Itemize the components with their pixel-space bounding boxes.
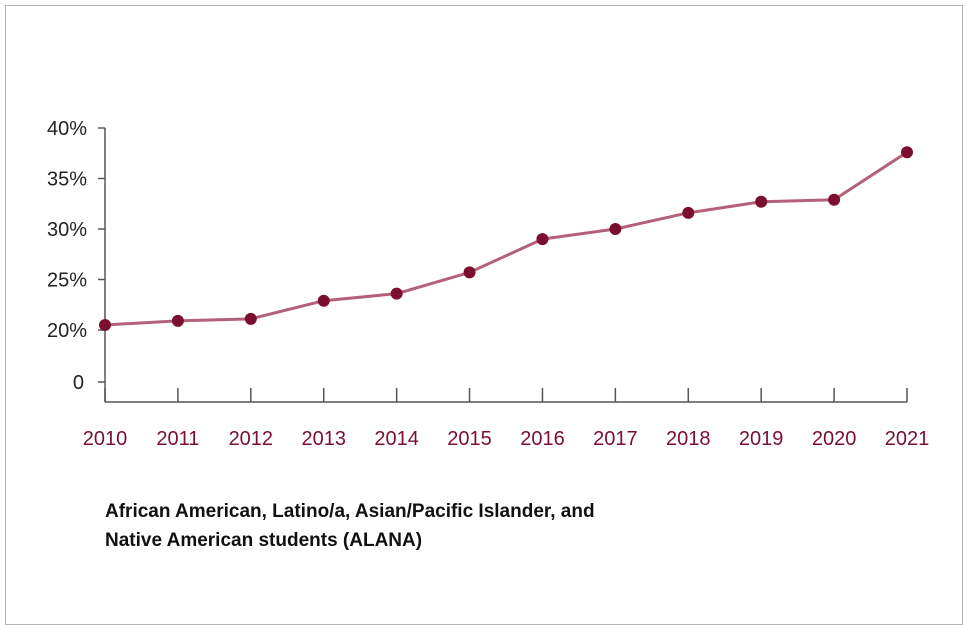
data-point xyxy=(390,287,403,300)
x-tick-label: 2018 xyxy=(666,428,711,450)
y-tick-label: 35% xyxy=(47,169,87,191)
x-tick-label: 2011 xyxy=(156,428,199,450)
x-tick-label: 2019 xyxy=(739,428,784,450)
x-ticks: 2010 2011 2012 2013 2014 2015 2016 2017 2018 2019… xyxy=(83,388,930,450)
series xyxy=(99,146,913,331)
data-point xyxy=(828,193,841,206)
y-tick-label: 40% xyxy=(47,118,87,140)
y-tick-label: 20% xyxy=(47,320,87,342)
caption-line-1: African American, Latino/a, Asian/Pacifi… xyxy=(105,501,595,522)
x-tick-label: 2021 xyxy=(885,428,930,450)
chart-caption: African American, Latino/a, Asian/Pacifi… xyxy=(105,497,725,555)
x-tick-label: 2017 xyxy=(593,428,638,450)
y-tick-label: 0 xyxy=(73,372,84,394)
x-tick-label: 2015 xyxy=(447,428,492,450)
x-tick-label: 2016 xyxy=(520,428,565,450)
x-tick-label: 2014 xyxy=(374,428,419,450)
axes xyxy=(104,128,907,403)
data-point xyxy=(244,312,257,325)
x-tick-label: 2013 xyxy=(301,428,346,450)
data-point xyxy=(99,318,111,331)
data-point xyxy=(682,206,695,219)
data-point xyxy=(463,266,476,279)
x-tick-label: 2010 xyxy=(83,428,128,450)
y-ticks: 0 20% 25% 30% 35% 40% xyxy=(47,118,105,394)
series-line xyxy=(104,150,908,327)
x-tick-label: 2020 xyxy=(812,428,857,450)
data-point xyxy=(609,223,622,235)
data-point xyxy=(536,233,549,246)
data-point xyxy=(171,314,184,327)
x-tick-label: 2012 xyxy=(229,428,274,450)
chart-frame xyxy=(5,5,963,625)
data-point xyxy=(901,146,913,159)
data-point xyxy=(317,294,330,307)
y-tick-label: 30% xyxy=(47,219,87,241)
data-point xyxy=(755,195,768,208)
caption-line-2: Native American students (ALANA) xyxy=(105,530,423,551)
y-tick-label: 25% xyxy=(47,270,87,292)
